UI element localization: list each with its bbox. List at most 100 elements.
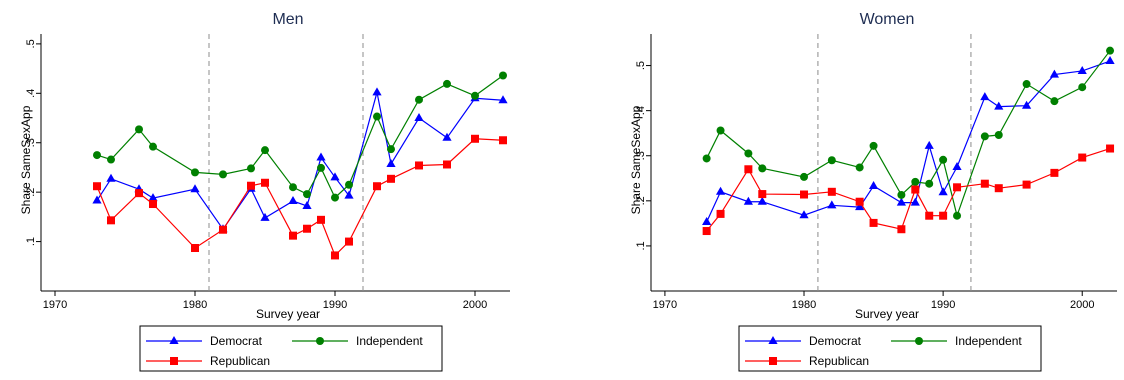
women-republican-point: [939, 211, 948, 220]
women-independent-point: [980, 132, 989, 141]
men-republican-point: [107, 216, 115, 225]
men-democrat-point: [92, 195, 102, 204]
men-democrat-point: [260, 212, 270, 221]
men-republican-point: [317, 215, 325, 224]
women-panel: Women .1 .2 .3 .4 .5 1970 1980 1990 2000 Survey ye…: [629, 11, 1117, 372]
men-republican-point: [289, 231, 297, 240]
women-democrat-point: [994, 101, 1004, 110]
men-y-tick-label: .3: [25, 138, 37, 147]
women-legend-independent-marker: [915, 337, 923, 345]
men-independent-point: [471, 91, 479, 100]
men-legend: Democrat Independent Republican: [139, 325, 443, 372]
men-y-tick-label: .1: [25, 237, 37, 246]
men-republican-point: [261, 178, 269, 187]
women-democrat-point: [924, 140, 934, 149]
women-x-tick-label: 1980: [792, 299, 816, 311]
men-independent-point: [247, 164, 255, 173]
women-chart-title: Women: [860, 11, 915, 28]
men-republican-point: [331, 251, 339, 260]
men-independent-point: [387, 145, 395, 154]
men-republican-point: [471, 134, 479, 143]
men-x-tick-label: 2000: [463, 299, 487, 311]
women-democrat-point: [952, 162, 962, 171]
women-x-tick-label: 1970: [653, 299, 677, 311]
men-democrat-point: [498, 95, 508, 104]
women-y-tick-label: .2: [635, 196, 647, 205]
women-democrat-point: [743, 196, 753, 205]
men-republican-point: [415, 161, 423, 170]
women-independent-point: [994, 130, 1003, 139]
men-republican-point: [191, 244, 199, 253]
women-x-tick-label: 1990: [931, 299, 955, 311]
men-republican-point: [443, 160, 451, 169]
men-legend-republican-marker: [170, 357, 178, 365]
women-republican-point: [855, 197, 864, 206]
men-y-tick-label: .4: [25, 89, 37, 98]
men-democrat-point: [302, 200, 312, 209]
men-independent-point: [219, 170, 227, 179]
men-independent-point: [443, 79, 451, 88]
women-republican-point: [827, 187, 836, 196]
men-independent-point: [303, 190, 311, 199]
men-independent-point: [289, 183, 297, 192]
men-y-axis-label: Share SameSexApp: [19, 105, 33, 214]
men-legend-democrat-label: Democrat: [210, 334, 263, 348]
women-republican-point: [980, 179, 989, 188]
men-republican-point: [149, 200, 157, 209]
women-republican-point: [702, 227, 711, 236]
women-independent-point: [1106, 46, 1115, 55]
women-republican-point: [953, 183, 962, 192]
women-democrat-point: [1077, 65, 1087, 74]
women-independent-point: [716, 126, 725, 135]
men-x-tick-label: 1980: [183, 299, 207, 311]
women-democrat-point: [980, 92, 990, 101]
women-independent-line: [706, 50, 1111, 218]
men-x-tick-label: 1970: [43, 299, 67, 311]
men-legend-independent-label: Independent: [356, 334, 423, 348]
men-independent-point: [331, 193, 339, 202]
men-republican-point: [373, 182, 381, 191]
men-y-tick-label: .2: [25, 188, 37, 197]
men-legend-box: [139, 325, 443, 372]
women-republican-point: [744, 165, 753, 174]
women-y-tick-label: .1: [635, 241, 647, 250]
men-legend-republican-label: Republican: [210, 354, 270, 368]
women-republican-point: [1106, 144, 1115, 153]
women-democrat-point: [1049, 69, 1060, 78]
men-x-tick-label: 1990: [323, 299, 347, 311]
women-legend-independent-label: Independent: [955, 334, 1022, 348]
women-republican-point: [758, 190, 767, 199]
men-legend-independent-marker: [316, 337, 324, 345]
men-independent-point: [345, 180, 353, 189]
men-democrat-point: [330, 172, 340, 181]
men-independent-line: [96, 75, 504, 199]
women-independent-point: [925, 179, 934, 188]
men-independent-point: [149, 142, 157, 151]
men-democrat-point: [288, 196, 298, 205]
women-y-tick-label: .3: [635, 151, 647, 160]
women-independent-point: [953, 211, 962, 220]
women-republican-point: [911, 185, 920, 194]
women-independent-point: [869, 141, 878, 150]
women-republican-point: [897, 225, 906, 234]
men-independent-point: [415, 95, 423, 104]
women-democrat-point: [757, 196, 767, 205]
men-chart-title: Men: [272, 11, 303, 28]
women-democrat-point: [896, 197, 906, 206]
men-x-axis-label: Survey year: [256, 307, 320, 321]
men-republican-point: [387, 174, 395, 183]
men-republican-point: [93, 182, 101, 191]
men-democrat-point: [106, 173, 116, 182]
men-republican-point: [499, 136, 507, 145]
women-independent-point: [939, 155, 948, 164]
women-democrat-point: [702, 217, 712, 226]
women-independent-point: [855, 163, 864, 172]
women-y-axis-label: Share SameSexApp: [629, 105, 643, 214]
men-republican-point: [345, 237, 353, 246]
men-independent-point: [135, 125, 143, 134]
women-republican-point: [925, 211, 934, 220]
men-legend-democrat-marker: [169, 336, 179, 344]
women-independent-point: [1050, 97, 1059, 106]
women-democrat-point: [910, 197, 920, 206]
women-y-tick-label: .4: [635, 106, 647, 115]
